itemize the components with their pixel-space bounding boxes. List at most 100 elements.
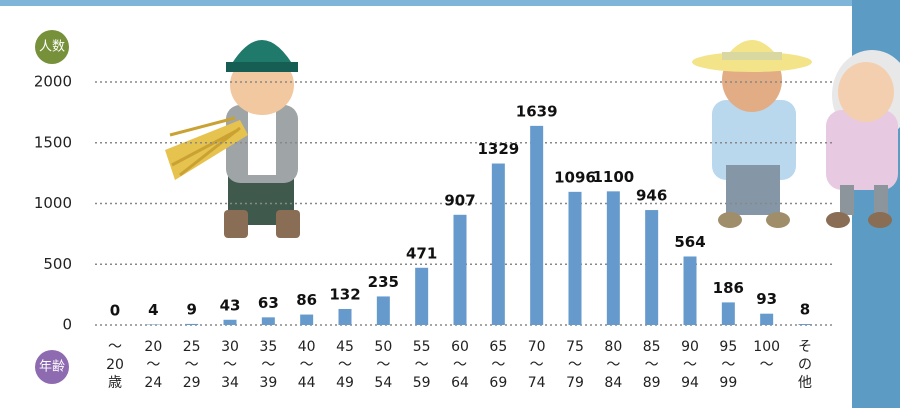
x-tick-label: 30 (221, 339, 239, 355)
value-label: 9 (186, 300, 196, 318)
page: {"chart_data": {"type": "bar", "y_label"… (0, 0, 900, 412)
x-tick-label: 29 (183, 375, 201, 391)
y-tick-label: 1000 (34, 194, 72, 212)
x-tick-label: そ (798, 339, 812, 355)
bar (185, 324, 198, 325)
value-label: 0 (110, 302, 120, 320)
x-tick-label: 89 (643, 375, 661, 391)
value-label: 946 (636, 187, 667, 205)
x-tick-label: の (798, 357, 812, 373)
x-tick-label: 25 (183, 339, 201, 355)
bar (300, 315, 313, 325)
bar (415, 268, 428, 325)
value-label: 1100 (592, 168, 634, 186)
x-tick-label: 45 (336, 339, 354, 355)
bar (224, 320, 237, 325)
y-tick-label: 2000 (34, 73, 72, 91)
x-tick-label: 44 (298, 375, 316, 391)
value-label: 564 (674, 233, 705, 251)
x-tick-label: 〜 (108, 339, 122, 355)
y-tick-label: 500 (43, 255, 72, 273)
bar (607, 191, 620, 325)
value-label: 93 (756, 290, 777, 308)
x-tick-label: 65 (489, 339, 507, 355)
x-tick-label: 他 (798, 375, 812, 391)
x-tick-label: 〜 (760, 357, 774, 373)
x-tick-label: 〜 (721, 357, 735, 373)
bar (454, 215, 467, 325)
value-label: 86 (296, 291, 317, 309)
bar (684, 256, 697, 325)
x-tick-label: 55 (413, 339, 431, 355)
y-axis-label: 人数 (39, 40, 65, 55)
value-label: 471 (406, 244, 437, 262)
x-tick-label: 24 (144, 375, 162, 391)
x-tick-label: 〜 (491, 357, 505, 373)
value-label: 132 (329, 285, 360, 303)
x-tick-label: 79 (566, 375, 584, 391)
x-tick-label: 59 (413, 375, 431, 391)
x-tick-label: 〜 (606, 357, 620, 373)
x-tick-label: 〜 (146, 357, 160, 373)
bar (492, 164, 505, 325)
x-tick-label: 84 (604, 375, 622, 391)
x-tick-label: 〜 (185, 357, 199, 373)
x-tick-label: 95 (719, 339, 737, 355)
y-tick-label: 1500 (34, 133, 72, 151)
x-tick-label: 74 (528, 375, 546, 391)
bar (339, 309, 352, 325)
x-tick-label: 20 (144, 339, 162, 355)
x-tick-label: 100 (753, 339, 780, 355)
x-tick-label: 64 (451, 375, 469, 391)
x-tick-label: 34 (221, 375, 239, 391)
x-tick-label: 49 (336, 375, 354, 391)
x-tick-label: 〜 (683, 357, 697, 373)
bar (645, 210, 658, 325)
value-label: 4 (148, 301, 158, 319)
x-tick-label: 99 (719, 375, 737, 391)
x-tick-label: 70 (528, 339, 546, 355)
bar (722, 302, 735, 325)
bar (799, 324, 812, 325)
x-tick-label: 〜 (376, 357, 390, 373)
x-tick-label: 50 (374, 339, 392, 355)
value-label: 1329 (477, 140, 519, 158)
value-label: 63 (258, 294, 279, 312)
x-tick-label: 75 (566, 339, 584, 355)
x-tick-label: 〜 (300, 357, 314, 373)
x-tick-label: 〜 (338, 357, 352, 373)
x-tick-label: 69 (489, 375, 507, 391)
value-label: 8 (800, 301, 810, 319)
value-label: 43 (220, 296, 241, 314)
x-tick-label: 〜 (415, 357, 429, 373)
x-tick-label: 80 (604, 339, 622, 355)
x-tick-label: 〜 (223, 357, 237, 373)
bar (377, 296, 390, 325)
x-tick-label: 〜 (568, 357, 582, 373)
x-tick-label: 94 (681, 375, 699, 391)
x-tick-label: 〜 (645, 357, 659, 373)
x-axis-label: 年齢 (39, 360, 65, 375)
bar (530, 126, 543, 325)
x-tick-label: 35 (259, 339, 277, 355)
x-tick-label: 60 (451, 339, 469, 355)
value-label: 235 (368, 273, 399, 291)
x-tick-label: 20 (106, 357, 124, 373)
value-label: 1639 (516, 102, 558, 120)
bar (760, 314, 773, 325)
chart: 人数 年齢 0 500 1000 1500 2000 0 〜 20 歳 4 20 〜 24 9 25 〜 29 4… (0, 0, 900, 408)
value-label: 186 (713, 279, 744, 297)
value-label: 907 (444, 191, 475, 209)
x-tick-label: 54 (374, 375, 392, 391)
x-tick-label: 歳 (108, 375, 122, 391)
x-tick-label: 〜 (530, 357, 544, 373)
x-tick-label: 90 (681, 339, 699, 355)
value-label: 1096 (554, 168, 596, 186)
x-tick-label: 85 (643, 339, 661, 355)
x-tick-label: 40 (298, 339, 316, 355)
y-tick-label: 0 (62, 316, 72, 334)
x-tick-label: 〜 (453, 357, 467, 373)
x-tick-label: 39 (259, 375, 277, 391)
bar (262, 317, 275, 325)
x-tick-label: 〜 (261, 357, 275, 373)
